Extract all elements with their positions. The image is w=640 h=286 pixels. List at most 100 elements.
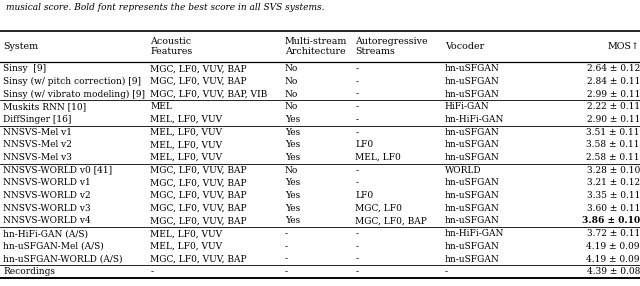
Text: -: -: [150, 267, 154, 276]
Text: -: -: [355, 102, 358, 111]
Text: hn-uSFGAN-Mel (A/S): hn-uSFGAN-Mel (A/S): [3, 242, 104, 251]
Text: hn-uSFGAN: hn-uSFGAN: [445, 255, 500, 264]
Text: 4.19 ± 0.09: 4.19 ± 0.09: [586, 242, 640, 251]
Text: 2.58 ± 0.11: 2.58 ± 0.11: [586, 153, 640, 162]
Text: 3.35 ± 0.11: 3.35 ± 0.11: [587, 191, 640, 200]
Text: 4.19 ± 0.09: 4.19 ± 0.09: [586, 255, 640, 264]
Text: 3.28 ± 0.10: 3.28 ± 0.10: [587, 166, 640, 175]
Text: Yes: Yes: [285, 153, 300, 162]
Text: 3.72 ± 0.11: 3.72 ± 0.11: [587, 229, 640, 238]
Text: 3.60 ± 0.11: 3.60 ± 0.11: [587, 204, 640, 213]
Text: 2.64 ± 0.12: 2.64 ± 0.12: [587, 64, 640, 73]
Text: MEL: MEL: [150, 102, 172, 111]
Text: DiffSinger [16]: DiffSinger [16]: [3, 115, 72, 124]
Text: HiFi-GAN: HiFi-GAN: [445, 102, 490, 111]
Text: MOS↑: MOS↑: [608, 42, 640, 51]
Text: MGC, LF0, VUV, BAP: MGC, LF0, VUV, BAP: [150, 204, 247, 213]
Text: hn-uSFGAN: hn-uSFGAN: [445, 140, 500, 149]
Text: -: -: [355, 229, 358, 238]
Text: NNSVS-WORLD v2: NNSVS-WORLD v2: [3, 191, 91, 200]
Text: hn-uSFGAN: hn-uSFGAN: [445, 178, 500, 187]
Text: MGC, LF0, VUV, BAP: MGC, LF0, VUV, BAP: [150, 191, 247, 200]
Text: 2.84 ± 0.11: 2.84 ± 0.11: [587, 77, 640, 86]
Text: -: -: [355, 166, 358, 175]
Text: NNSVS-WORLD v1: NNSVS-WORLD v1: [3, 178, 91, 187]
Text: Autoregressive
Streams: Autoregressive Streams: [355, 37, 428, 56]
Text: Multi-stream
Architecture: Multi-stream Architecture: [285, 37, 347, 56]
Text: hn-uSFGAN: hn-uSFGAN: [445, 77, 500, 86]
Text: LF0: LF0: [355, 191, 373, 200]
Text: hn-HiFi-GAN (A/S): hn-HiFi-GAN (A/S): [3, 229, 88, 238]
Text: -: -: [355, 255, 358, 264]
Text: -: -: [355, 242, 358, 251]
Text: MGC, LF0, VUV, BAP: MGC, LF0, VUV, BAP: [150, 255, 247, 264]
Text: LF0: LF0: [355, 140, 373, 149]
Text: NNSVS-WORLD v3: NNSVS-WORLD v3: [3, 204, 91, 213]
Text: Yes: Yes: [285, 128, 300, 137]
Text: hn-uSFGAN: hn-uSFGAN: [445, 128, 500, 137]
Text: hn-uSFGAN: hn-uSFGAN: [445, 217, 500, 225]
Text: 3.86 ± 0.10: 3.86 ± 0.10: [582, 217, 640, 225]
Text: 3.58 ± 0.11: 3.58 ± 0.11: [586, 140, 640, 149]
Text: -: -: [355, 77, 358, 86]
Text: No: No: [285, 90, 298, 99]
Text: -: -: [285, 242, 288, 251]
Text: MEL, LF0, VUV: MEL, LF0, VUV: [150, 242, 223, 251]
Text: -: -: [285, 229, 288, 238]
Text: -: -: [355, 178, 358, 187]
Text: -: -: [355, 90, 358, 99]
Text: MEL, LF0, VUV: MEL, LF0, VUV: [150, 229, 223, 238]
Text: Sinsy (w/ vibrato modeling) [9]: Sinsy (w/ vibrato modeling) [9]: [3, 90, 145, 99]
Text: Recordings: Recordings: [3, 267, 55, 276]
Text: 2.90 ± 0.11: 2.90 ± 0.11: [587, 115, 640, 124]
Text: hn-uSFGAN-WORLD (A/S): hn-uSFGAN-WORLD (A/S): [3, 255, 123, 264]
Text: MGC, LF0, VUV, BAP: MGC, LF0, VUV, BAP: [150, 77, 247, 86]
Text: MEL, LF0, VUV: MEL, LF0, VUV: [150, 128, 223, 137]
Text: musical score. Bold font represents the best score in all SVS systems.: musical score. Bold font represents the …: [6, 3, 325, 12]
Text: No: No: [285, 64, 298, 73]
Text: -: -: [355, 267, 358, 276]
Text: MEL, LF0, VUV: MEL, LF0, VUV: [150, 115, 223, 124]
Text: MGC, LF0, VUV, BAP: MGC, LF0, VUV, BAP: [150, 178, 247, 187]
Text: System: System: [3, 42, 38, 51]
Text: NNSVS-Mel v3: NNSVS-Mel v3: [3, 153, 72, 162]
Text: 2.99 ± 0.11: 2.99 ± 0.11: [587, 90, 640, 99]
Text: MGC, LF0, VUV, BAP: MGC, LF0, VUV, BAP: [150, 217, 247, 225]
Text: MGC, LF0, BAP: MGC, LF0, BAP: [355, 217, 427, 225]
Text: -: -: [445, 267, 448, 276]
Text: MEL, LF0, VUV: MEL, LF0, VUV: [150, 140, 223, 149]
Text: NNSVS-WORLD v4: NNSVS-WORLD v4: [3, 217, 91, 225]
Text: hn-HiFi-GAN: hn-HiFi-GAN: [445, 229, 504, 238]
Text: MGC, LF0, VUV, BAP, VIB: MGC, LF0, VUV, BAP, VIB: [150, 90, 268, 99]
Text: NNSVS-Mel v2: NNSVS-Mel v2: [3, 140, 72, 149]
Text: hn-uSFGAN: hn-uSFGAN: [445, 204, 500, 213]
Text: Vocoder: Vocoder: [445, 42, 484, 51]
Text: 4.39 ± 0.08: 4.39 ± 0.08: [587, 267, 640, 276]
Text: MEL, LF0: MEL, LF0: [355, 153, 401, 162]
Text: Yes: Yes: [285, 191, 300, 200]
Text: hn-uSFGAN: hn-uSFGAN: [445, 242, 500, 251]
Text: MGC, LF0, VUV, BAP: MGC, LF0, VUV, BAP: [150, 64, 247, 73]
Text: -: -: [355, 128, 358, 137]
Text: Yes: Yes: [285, 115, 300, 124]
Text: 3.21 ± 0.12: 3.21 ± 0.12: [587, 178, 640, 187]
Text: 2.22 ± 0.11: 2.22 ± 0.11: [587, 102, 640, 111]
Text: -: -: [355, 115, 358, 124]
Text: hn-uSFGAN: hn-uSFGAN: [445, 64, 500, 73]
Text: Yes: Yes: [285, 217, 300, 225]
Text: -: -: [285, 267, 288, 276]
Text: Yes: Yes: [285, 140, 300, 149]
Text: Sinsy  [9]: Sinsy [9]: [3, 64, 46, 73]
Text: No: No: [285, 77, 298, 86]
Text: NNSVS-Mel v1: NNSVS-Mel v1: [3, 128, 72, 137]
Text: Yes: Yes: [285, 204, 300, 213]
Text: -: -: [285, 255, 288, 264]
Text: Muskits RNN [10]: Muskits RNN [10]: [3, 102, 86, 111]
Text: 3.51 ± 0.11: 3.51 ± 0.11: [586, 128, 640, 137]
Text: Sinsy (w/ pitch correction) [9]: Sinsy (w/ pitch correction) [9]: [3, 77, 141, 86]
Text: Yes: Yes: [285, 178, 300, 187]
Text: hn-HiFi-GAN: hn-HiFi-GAN: [445, 115, 504, 124]
Text: Acoustic
Features: Acoustic Features: [150, 37, 193, 56]
Text: NNSVS-WORLD v0 [41]: NNSVS-WORLD v0 [41]: [3, 166, 113, 175]
Text: hn-uSFGAN: hn-uSFGAN: [445, 153, 500, 162]
